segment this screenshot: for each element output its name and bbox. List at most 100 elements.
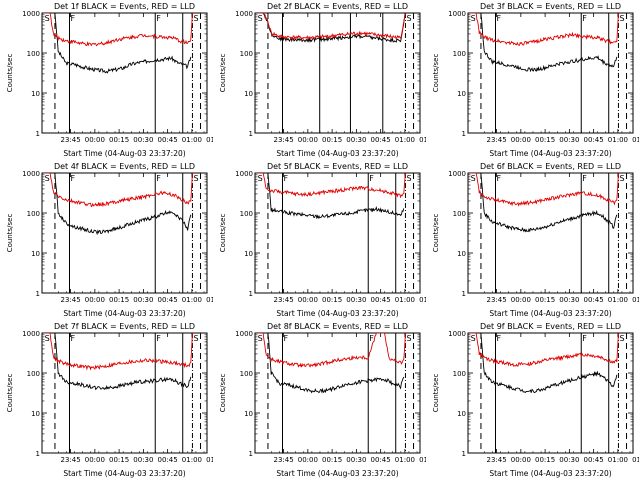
x-tick-label: 01:15 (419, 456, 426, 464)
x-tick-label: 00:45 (584, 296, 604, 304)
detector-chart: Det 8f BLACK = Events, RED = LLD Counts/s… (219, 322, 426, 478)
y-tick-label: 1 (249, 450, 253, 458)
plot-frame (467, 332, 634, 454)
x-tick-label: 00:00 (85, 456, 105, 464)
marker-label: S (258, 14, 263, 23)
x-tick-label: 01:00 (182, 296, 202, 304)
y-tick-label: 10 (244, 90, 253, 98)
plot-frame (41, 12, 208, 134)
x-tick-label: 01:15 (632, 296, 639, 304)
detector-panel: Det 5f BLACK = Events, RED = LLD Counts/s… (213, 160, 426, 320)
x-tick-label: 01:00 (395, 296, 415, 304)
events-series-line (54, 13, 192, 74)
y-tick-label: 1 (462, 130, 466, 138)
x-tick-label: 23:45 (486, 136, 506, 144)
x-tick-label: 00:00 (85, 136, 105, 144)
detector-chart: Det 7f BLACK = Events, RED = LLD Counts/s… (6, 322, 213, 478)
lld-series-line (469, 13, 619, 46)
lld-series-line (256, 333, 406, 368)
marker-label: F (582, 14, 587, 23)
events-series-line (267, 333, 405, 394)
y-tick-label: 100 (240, 50, 253, 58)
y-tick-label: 100 (27, 210, 40, 218)
marker-label: F (156, 174, 161, 183)
y-axis-label: Counts/sec (219, 54, 227, 93)
marker-label: F (284, 334, 289, 343)
y-axis-label: Counts/sec (219, 214, 227, 253)
x-tick-label: 00:30 (346, 456, 366, 464)
marker-label: F (71, 14, 76, 23)
y-tick-label: 100 (453, 50, 466, 58)
lld-series-line (469, 173, 619, 207)
y-tick-label: 10 (457, 410, 466, 418)
y-tick-label: 1 (36, 130, 40, 138)
x-tick-label: 00:15 (322, 136, 342, 144)
marker-label: S (45, 174, 50, 183)
marker-label: F (497, 334, 502, 343)
x-tick-label: 00:30 (133, 456, 153, 464)
y-tick-label: 1000 (448, 330, 466, 338)
detector-panel: Det 1f BLACK = Events, RED = LLD Counts/s… (0, 0, 213, 160)
detector-panel: Det 9f BLACK = Events, RED = LLD Counts/s… (426, 320, 639, 480)
x-tick-label: 01:00 (395, 456, 415, 464)
chart-title: Det 3f BLACK = Events, RED = LLD (480, 2, 621, 11)
marker-label: S (471, 14, 476, 23)
y-axis-label: Counts/sec (6, 374, 14, 413)
x-tick-label: 23:45 (60, 136, 80, 144)
marker-label: F (369, 174, 374, 183)
x-tick-label: 00:45 (371, 456, 391, 464)
x-axis-label: Start Time (04-Aug-03 23:37:20) (276, 149, 398, 158)
marker-label: F (369, 334, 374, 343)
detector-chart: Det 1f BLACK = Events, RED = LLD Counts/s… (6, 2, 213, 158)
chart-title: Det 8f BLACK = Events, RED = LLD (267, 322, 408, 331)
x-tick-label: 23:45 (273, 296, 293, 304)
y-axis-label: Counts/sec (6, 214, 14, 253)
y-axis-label: Counts/sec (432, 214, 440, 253)
x-tick-label: 00:30 (346, 296, 366, 304)
y-tick-label: 1 (36, 450, 40, 458)
y-tick-label: 10 (31, 90, 40, 98)
marker-label: S (406, 174, 411, 183)
x-tick-label: 00:00 (511, 136, 531, 144)
plot-frame (467, 12, 634, 134)
plot-frame (254, 12, 421, 134)
marker-label: F (71, 174, 76, 183)
x-tick-label: 01:00 (608, 296, 628, 304)
x-tick-label: 00:45 (158, 136, 178, 144)
marker-label: S (193, 14, 198, 23)
plot-frame (254, 172, 421, 294)
plot-frame (467, 172, 634, 294)
y-tick-label: 10 (457, 250, 466, 258)
detector-chart: Det 5f BLACK = Events, RED = LLD Counts/s… (219, 162, 426, 318)
x-axis-label: Start Time (04-Aug-03 23:37:20) (489, 149, 611, 158)
x-tick-label: 00:45 (371, 296, 391, 304)
x-axis-label: Start Time (04-Aug-03 23:37:20) (63, 149, 185, 158)
y-tick-label: 1000 (448, 10, 466, 18)
detector-panel: Det 3f BLACK = Events, RED = LLD Counts/s… (426, 0, 639, 160)
chart-title: Det 1f BLACK = Events, RED = LLD (54, 2, 195, 11)
detector-chart: Det 3f BLACK = Events, RED = LLD Counts/s… (432, 2, 639, 158)
lld-series-line (43, 333, 193, 371)
events-series-line (480, 333, 618, 394)
x-axis-label: Start Time (04-Aug-03 23:37:20) (276, 309, 398, 318)
y-tick-label: 1000 (22, 10, 40, 18)
y-axis-label: Counts/sec (219, 374, 227, 413)
marker-label: S (45, 334, 50, 343)
events-series-line (267, 173, 405, 220)
x-tick-label: 00:45 (158, 296, 178, 304)
marker-label: S (45, 14, 50, 23)
y-tick-label: 10 (244, 250, 253, 258)
y-tick-label: 100 (27, 370, 40, 378)
marker-label: F (582, 174, 587, 183)
x-tick-label: 00:00 (298, 296, 318, 304)
lld-series-line (43, 13, 193, 47)
x-tick-label: 00:15 (322, 456, 342, 464)
marker-label: F (497, 14, 502, 23)
detector-chart: Det 9f BLACK = Events, RED = LLD Counts/s… (432, 322, 639, 478)
x-tick-label: 23:45 (60, 456, 80, 464)
x-tick-label: 00:30 (559, 296, 579, 304)
x-tick-label: 00:00 (85, 296, 105, 304)
x-tick-label: 00:45 (584, 456, 604, 464)
x-tick-label: 00:30 (559, 136, 579, 144)
